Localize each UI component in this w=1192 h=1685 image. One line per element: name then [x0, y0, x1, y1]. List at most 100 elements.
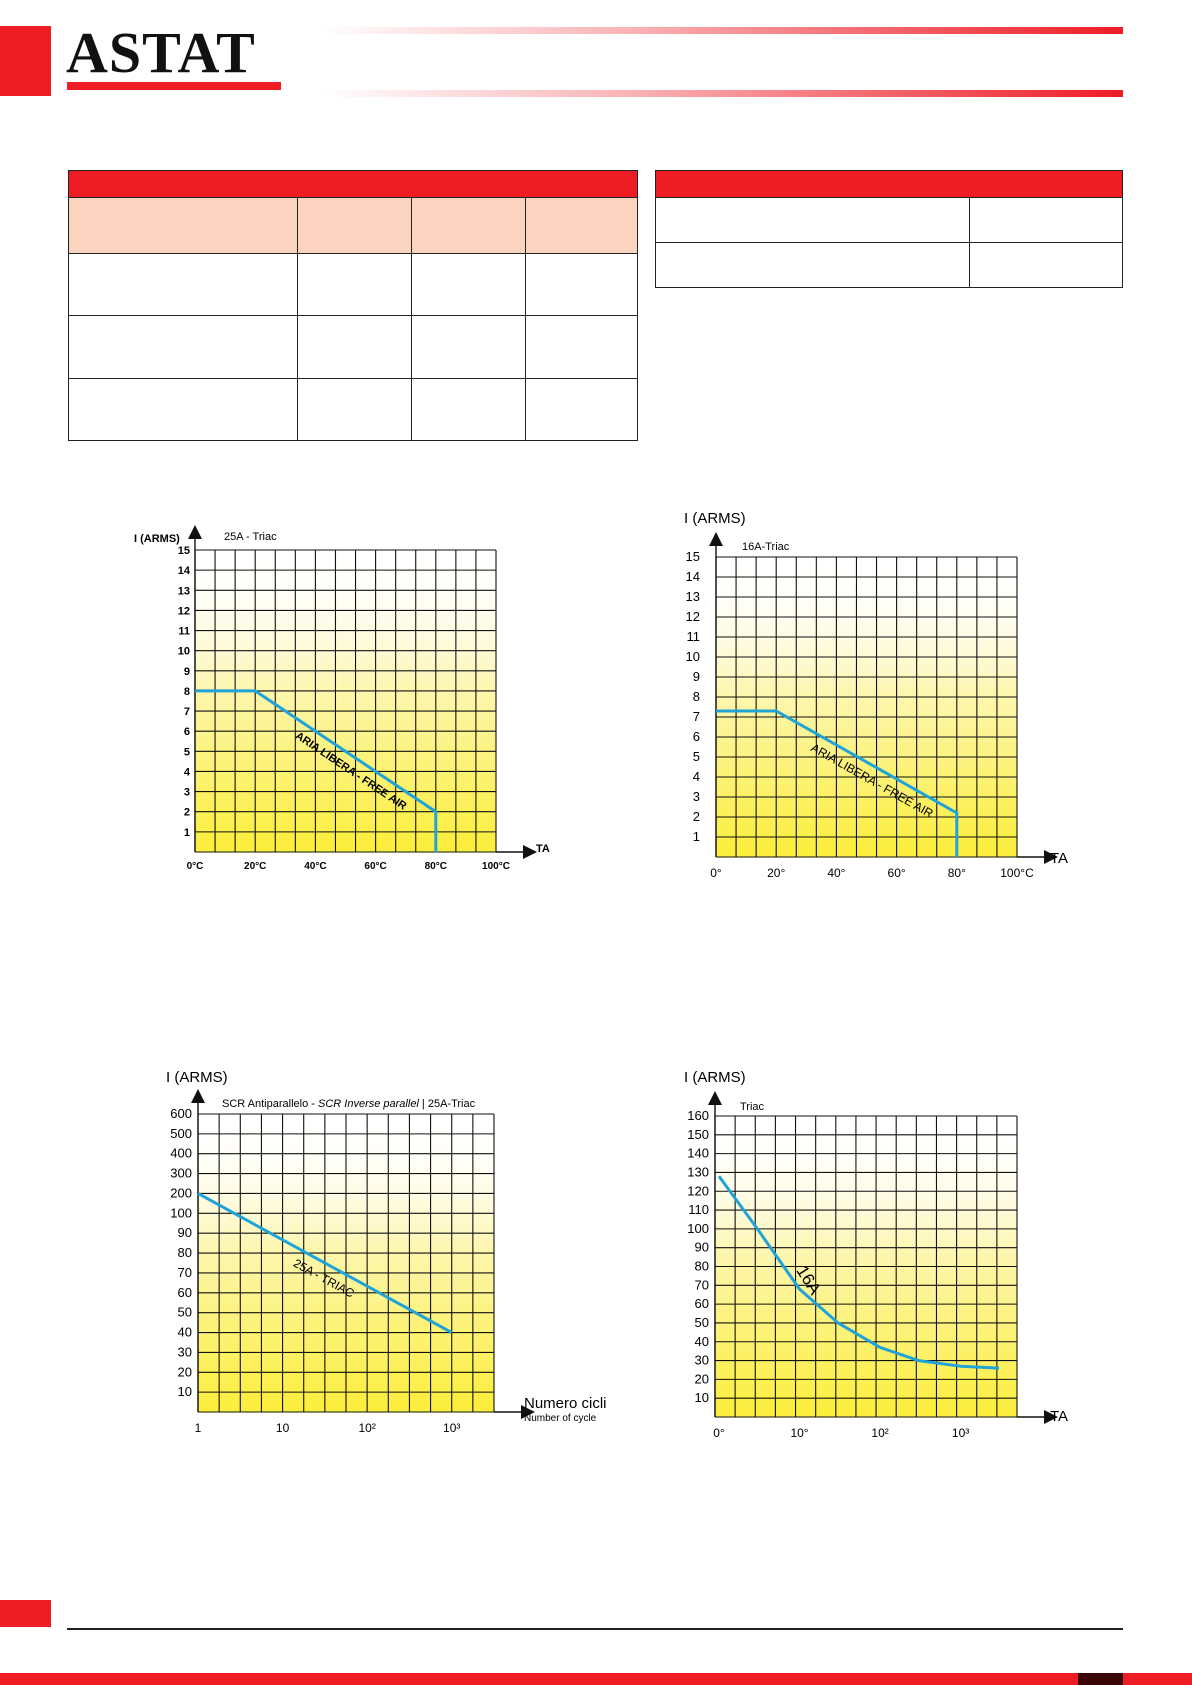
y-tick-label: 90: [178, 1225, 192, 1240]
column-header: [68, 197, 298, 254]
x-axis-label: Numero cicli: [524, 1395, 607, 1412]
x-tick-label: 0°C: [187, 861, 204, 872]
y-tick-label: 200: [170, 1185, 192, 1200]
y-tick-label: 12: [178, 605, 190, 617]
x-tick-label: 10³: [443, 1421, 460, 1435]
y-tick-label: 150: [687, 1127, 709, 1142]
brand-color-block: [0, 26, 51, 96]
plot-area: [195, 550, 496, 852]
x-tick-label: 20°: [767, 866, 785, 880]
header-rule-bottom: [320, 90, 1123, 97]
x-tick-label: 100°C: [482, 861, 510, 872]
y-tick-label: 90: [695, 1240, 709, 1255]
brand-logo: ASTAT: [66, 20, 256, 85]
y-axis-label: I (ARMS): [134, 533, 180, 545]
x-tick-label: 60°C: [364, 861, 386, 872]
y-tick-label: 50: [178, 1305, 192, 1320]
table-cell: [969, 242, 1123, 288]
y-tick-label: 30: [695, 1353, 709, 1368]
y-tick-label: 10: [178, 646, 190, 658]
y-tick-label: 11: [687, 629, 701, 644]
chart-title: SCR Antiparallelo - SCR Inverse parallel…: [222, 1098, 476, 1110]
table-cell: [525, 253, 638, 316]
x-axis-label-2: Number of cycle: [524, 1413, 597, 1424]
y-tick-label: 300: [170, 1166, 192, 1181]
x-tick-label: 10³: [952, 1426, 969, 1440]
footer-bar-accent: [1078, 1673, 1123, 1685]
x-tick-label: 40°: [827, 866, 845, 880]
column-header: [297, 197, 412, 254]
y-tick-label: 5: [184, 746, 190, 758]
y-axis-label: I (ARMS): [166, 1069, 228, 1086]
table-cell: [68, 378, 298, 441]
footer-color-block: [0, 1600, 51, 1627]
y-tick-label: 3: [184, 787, 190, 799]
y-tick-label: 13: [178, 585, 190, 597]
series-line: [717, 1175, 1000, 1370]
y-tick-label: 2: [693, 809, 700, 824]
x-tick-label: 10²: [358, 1421, 375, 1435]
y-tick-label: 13: [686, 589, 700, 604]
x-tick-label: 0°: [713, 1426, 725, 1440]
table-row: [655, 242, 1123, 288]
y-tick-label: 3: [693, 789, 700, 804]
y-tick-label: 80: [695, 1259, 709, 1274]
y-tick-label: 4: [184, 766, 191, 778]
x-tick-label: 10: [276, 1421, 290, 1435]
x-tick-label: 80°: [948, 866, 966, 880]
chart-title-part: | 25A-Triac: [419, 1098, 476, 1110]
x-tick-label: 40°C: [304, 861, 326, 872]
x-tick-label: 80°C: [425, 861, 447, 872]
x-tick-label: 60°: [888, 866, 906, 880]
table-row: [68, 378, 638, 441]
chart-scr-cycles: 10 20 30 40 50 60 70 80 90 100 200 300 400 500 600 I (A…: [166, 1069, 607, 1435]
spec-table-right: [655, 170, 1123, 288]
y-tick-label: 5: [693, 749, 700, 764]
x-tick-label: 1: [195, 1421, 202, 1435]
y-tick-label: 60: [695, 1296, 709, 1311]
table-cell: [525, 315, 638, 379]
y-tick-label: 160: [687, 1108, 709, 1123]
table-cell: [525, 378, 638, 441]
y-tick-label: 8: [693, 689, 700, 704]
spec-table-left: [68, 170, 638, 441]
table-row: [68, 315, 638, 379]
y-tick-label: 20: [178, 1364, 192, 1379]
y-tick-label: 6: [693, 729, 700, 744]
y-tick-label: 1: [693, 829, 700, 844]
y-tick-label: 100: [687, 1221, 709, 1236]
x-axis-label: TA: [1050, 1408, 1068, 1425]
chart-title: Triac: [740, 1101, 765, 1113]
plot-area: [716, 557, 1017, 857]
x-tick-label: 10°: [790, 1426, 808, 1440]
table-cell: [297, 378, 412, 441]
header-rule-top: [320, 27, 1123, 34]
y-tick-label: 15: [178, 545, 190, 557]
y-tick-label: 9: [184, 666, 190, 678]
x-axis-label: TA: [536, 843, 550, 855]
y-tick-label: 130: [687, 1164, 709, 1179]
table-row: [68, 253, 638, 316]
chart-triac-16a-surge: 10 20 30 40 50 60 70 80 90 100 110 120 130 140 150 160 I…: [684, 1069, 1068, 1440]
series-line: [716, 709, 959, 857]
y-tick-label: 110: [688, 1202, 709, 1217]
y-tick-label: 70: [178, 1265, 192, 1280]
y-tick-label: 140: [687, 1146, 709, 1161]
chart-title: 16A-Triac: [742, 541, 790, 553]
y-tick-label: 10: [178, 1384, 192, 1399]
y-tick-label: 30: [178, 1344, 192, 1359]
chart-title-part: SCR Inverse parallel: [318, 1098, 419, 1110]
table-cell: [297, 253, 412, 316]
column-header: [411, 197, 526, 254]
column-header: [525, 197, 638, 254]
series-line: [197, 1192, 453, 1334]
chart-title-part: SCR Antiparallelo -: [222, 1098, 318, 1110]
y-tick-label: 120: [687, 1183, 709, 1198]
table-cell: [655, 197, 970, 243]
y-tick-label: 70: [695, 1277, 709, 1292]
y-tick-label: 1: [184, 827, 190, 839]
y-tick-label: 10: [695, 1390, 709, 1405]
x-tick-label: 100°C: [1000, 866, 1034, 880]
y-tick-label: 40: [695, 1334, 709, 1349]
table-cell: [297, 315, 412, 379]
